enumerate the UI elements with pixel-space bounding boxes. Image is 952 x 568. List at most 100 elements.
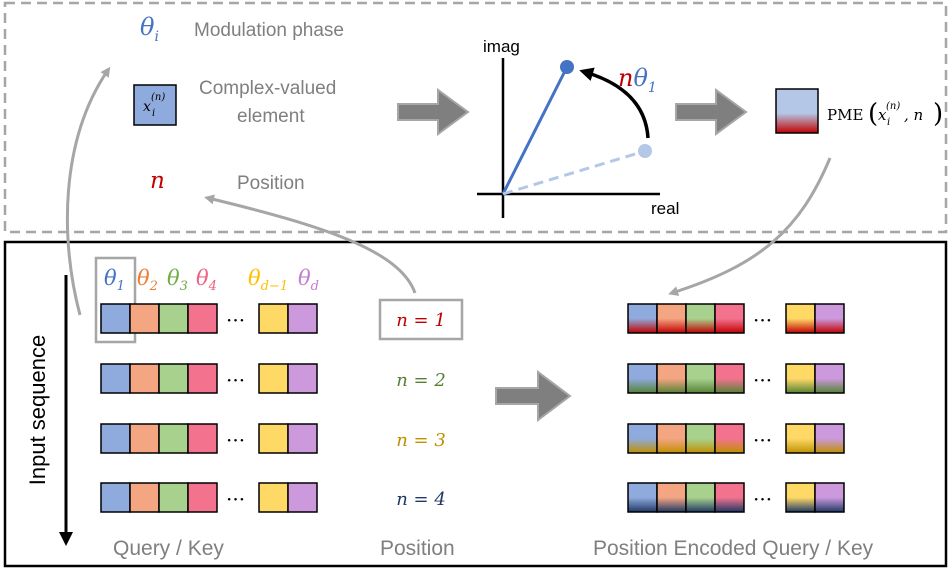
real-label: real: [651, 199, 680, 218]
rotation-arc-arrow: [579, 67, 650, 139]
enc-block-r1-c3: [685, 303, 716, 334]
encoded-query-key-label: Position Encoded Query / Key: [593, 537, 874, 560]
enc-block-r2-c3: [685, 363, 716, 394]
enc-block-r3-c1: [627, 423, 658, 454]
curve-arrow-to-theta: [65, 66, 111, 316]
enc-block-r3-c2: [656, 423, 687, 454]
enc-block-r2-c6: [814, 363, 845, 394]
qk-block-r1-c1: [100, 303, 131, 334]
phase-label-5: θd−1: [248, 266, 288, 294]
enc-block-r4-c1: [627, 482, 658, 513]
enc-block-r4-c2: [656, 482, 687, 513]
qk-block-r4-c1: [100, 482, 131, 513]
rotated-vector: [501, 66, 569, 195]
enc-block-r1-c4: [714, 303, 745, 334]
position-label: Position: [380, 537, 455, 560]
qk-ellipsis-r3: ···: [226, 428, 245, 452]
qk-block-r1-c4: [187, 303, 218, 334]
enc-block-r1-c5: [785, 303, 816, 334]
enc-ellipsis-r2: ···: [753, 368, 772, 392]
position-n3: n = 3: [396, 430, 446, 451]
qk-block-r4-c4: [187, 482, 218, 513]
position-n2: n = 2: [396, 370, 446, 391]
pme-arg-sup: (n): [886, 101, 900, 112]
position-legend-label: Position: [237, 173, 305, 194]
element-symbol: x: [143, 99, 151, 115]
encoded-rows: ··· ··· ··· ···: [627, 303, 845, 513]
position-n4: n = 4: [396, 489, 446, 510]
qk-block-r2-c4: [187, 363, 218, 394]
enc-ellipsis-r4: ···: [753, 487, 772, 511]
qk-block-r2-c6: [287, 363, 318, 394]
phase-label-4: θ4: [196, 266, 217, 294]
pme-arg-rest: , n: [904, 106, 923, 124]
enc-ellipsis-r3: ···: [753, 428, 772, 452]
n1-highlight-box: [378, 298, 464, 341]
enc-block-r2-c5: [785, 363, 816, 394]
qk-block-r2-c2: [129, 363, 160, 394]
qk-block-r1-c2: [129, 303, 160, 334]
gray-arrow-2: [675, 88, 748, 136]
n-theta1-label: nθ1: [618, 64, 657, 96]
qk-block-r3-c6: [287, 423, 318, 454]
curve-arrow-to-encoded: [668, 157, 832, 296]
qk-block-r4-c5: [258, 482, 289, 513]
enc-block-r4-c4: [714, 482, 745, 513]
theta-i-symbol: θi: [140, 13, 159, 45]
pme-arg-sub: i: [887, 117, 890, 128]
phase-label-6: θd: [298, 266, 319, 294]
enc-block-r2-c2: [656, 363, 687, 394]
qk-block-r2-c3: [158, 363, 189, 394]
top-dashed-frame: [3, 1, 948, 234]
modulation-phase-label: Modulation phase: [194, 20, 344, 41]
enc-block-r4-c6: [814, 482, 845, 513]
qk-block-r2-c5: [258, 363, 289, 394]
enc-block-r4-c3: [685, 482, 716, 513]
qk-block-r3-c2: [129, 423, 160, 454]
query-key-label: Query / Key: [113, 537, 224, 560]
original-point: [638, 144, 652, 158]
element-sup: (n): [151, 92, 165, 103]
qk-block-r3-c5: [258, 423, 289, 454]
phase-label-2: θ2: [137, 266, 158, 294]
qk-block-r2-c1: [100, 363, 131, 394]
element-label: element: [237, 106, 305, 127]
curve-arrow-to-position: [204, 194, 417, 294]
complex-valued-label: Complex-valued: [199, 78, 337, 99]
qk-block-r1-c3: [158, 303, 189, 334]
qk-block-r3-c4: [187, 423, 218, 454]
bottom-frame: [3, 240, 948, 568]
qk-ellipsis-r4: ···: [226, 487, 245, 511]
original-vector: [502, 149, 646, 196]
enc-block-r3-c3: [685, 423, 716, 454]
pme-arg-symbol: x: [878, 106, 887, 124]
n-symbol: n: [150, 168, 165, 194]
position-n1: n = 1: [396, 310, 446, 331]
qk-block-r1-c6: [287, 303, 318, 334]
theta1-highlight-box: [94, 256, 137, 344]
enc-block-r1-c2: [656, 303, 687, 334]
enc-block-r3-c5: [785, 423, 816, 454]
pme-func: PME: [827, 106, 863, 124]
gray-arrow-3: [495, 370, 572, 422]
qk-block-r3-c1: [100, 423, 131, 454]
qk-block-r4-c2: [129, 482, 160, 513]
qk-block-r4-c6: [287, 482, 318, 513]
phase-label-1: θ1: [104, 266, 125, 294]
enc-block-r2-c1: [627, 363, 658, 394]
phase-labels: θ1 θ2 θ3 θ4 θd−1 θd: [104, 266, 319, 294]
rotated-point: [560, 60, 574, 74]
enc-block-r3-c6: [814, 423, 845, 454]
pme-paren-close: ): [933, 99, 943, 129]
input-sequence-label: Input sequence: [25, 335, 50, 485]
qk-ellipsis-r1: ···: [226, 308, 245, 332]
qk-block-r1-c5: [258, 303, 289, 334]
query-key-rows: ··· ··· ··· ···: [100, 303, 318, 513]
enc-block-r2-c4: [714, 363, 745, 394]
position-labels: n = 1 n = 2 n = 3 n = 4: [396, 310, 446, 510]
qk-ellipsis-r2: ···: [226, 368, 245, 392]
enc-block-r3-c4: [714, 423, 745, 454]
imag-label: imag: [483, 37, 520, 56]
enc-ellipsis-r1: ···: [753, 308, 772, 332]
